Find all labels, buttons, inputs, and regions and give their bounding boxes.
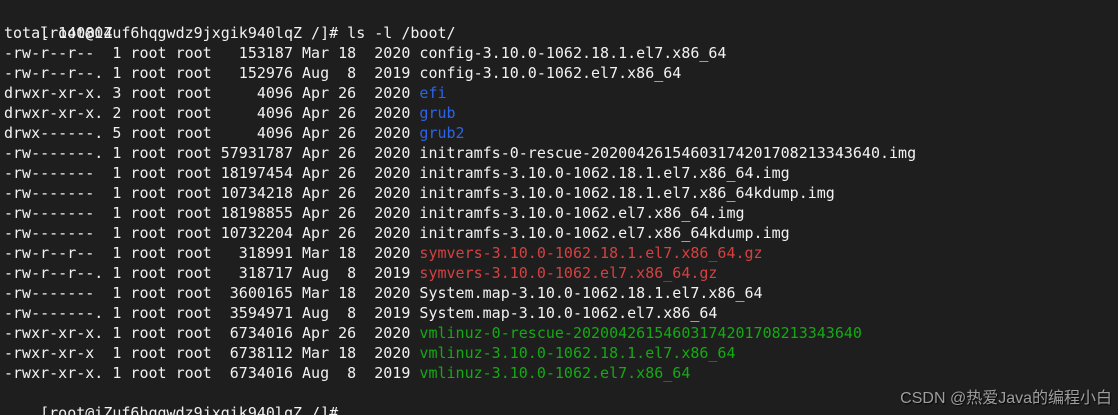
file-row: drwxr-xr-x. 2 root root 4096 Apr 26 2020… [4,103,1118,123]
file-name: symvers-3.10.0-1062.18.1.el7.x86_64.gz [419,244,763,262]
file-meta: -rwxr-xr-x. 1 root root 6734016 Aug 8 20… [4,364,420,382]
file-meta: -rw------- 1 root root 18197454 Apr 26 2… [4,164,420,182]
file-name: config-3.10.0-1062.18.1.el7.x86_64 [419,44,727,62]
file-name: vmlinuz-3.10.0-1062.el7.x86_64 [419,364,691,382]
file-meta: -rw------- 1 root root 18198855 Apr 26 2… [4,204,420,222]
shell-prompt: [root@iZuf6hqgwdz9jxgik940lqZ /]# [40,404,348,415]
total-line: total 140804 [4,24,113,42]
file-meta: -rwxr-xr-x. 1 root root 6734016 Apr 26 2… [4,324,420,342]
watermark-text: CSDN @热爱Java的编程小白 [900,390,1112,407]
file-row: -rw-r--r-- 1 root root 318991 Mar 18 202… [4,243,1118,263]
file-row: -rw-------. 1 root root 3594971 Aug 8 20… [4,303,1118,323]
file-name: grub [419,104,456,122]
shell-prompt: [root@iZuf6hqgwdz9jxgik940lqZ /]# [40,24,348,42]
file-row: -rw-r--r-- 1 root root 153187 Mar 18 202… [4,43,1118,63]
file-row: drwxr-xr-x. 3 root root 4096 Apr 26 2020… [4,83,1118,103]
file-meta: -rw-r--r--. 1 root root 318717 Aug 8 201… [4,264,420,282]
file-meta: -rw------- 1 root root 10732204 Apr 26 2… [4,224,420,242]
file-name: initramfs-3.10.0-1062.18.1.el7.x86_64kdu… [419,184,835,202]
file-meta: -rw-------. 1 root root 3594971 Aug 8 20… [4,304,420,322]
file-meta: drwxr-xr-x. 3 root root 4096 Apr 26 2020 [4,84,420,102]
file-meta: -rw-------. 1 root root 57931787 Apr 26 … [4,144,420,162]
typed-command: ls -l /boot/ [347,24,456,42]
file-name: vmlinuz-3.10.0-1062.18.1.el7.x86_64 [419,344,736,362]
file-row: -rw------- 1 root root 18198855 Apr 26 2… [4,203,1118,223]
file-row: -rw-r--r--. 1 root root 152976 Aug 8 201… [4,63,1118,83]
trailing-prompt-line: [root@iZuf6hqgwdz9jxgik940lqZ /]# [4,383,1118,415]
file-name: initramfs-0-rescue-202004261546031742017… [419,144,917,162]
file-name: vmlinuz-0-rescue-20200426154603174201708… [419,324,862,342]
file-meta: -rw------- 1 root root 3600165 Mar 18 20… [4,284,420,302]
file-name: symvers-3.10.0-1062.el7.x86_64.gz [419,264,718,282]
file-row: -rwxr-xr-x 1 root root 6738112 Mar 18 20… [4,343,1118,363]
command-line: [root@iZuf6hqgwdz9jxgik940lqZ /]# ls -l … [4,3,1118,42]
file-row: -rw-r--r--. 1 root root 318717 Aug 8 201… [4,263,1118,283]
file-name: initramfs-3.10.0-1062.el7.x86_64kdump.im… [419,224,790,242]
file-meta: drwxr-xr-x. 2 root root 4096 Apr 26 2020 [4,104,420,122]
file-row: -rwxr-xr-x. 1 root root 6734016 Apr 26 2… [4,323,1118,343]
file-name: config-3.10.0-1062.el7.x86_64 [419,64,682,82]
file-name: grub2 [419,124,465,142]
file-row: -rw------- 1 root root 10732204 Apr 26 2… [4,223,1118,243]
file-meta: -rw-r--r-- 1 root root 318991 Mar 18 202… [4,244,420,262]
file-meta: -rw-r--r--. 1 root root 152976 Aug 8 201… [4,64,420,82]
file-row: -rwxr-xr-x. 1 root root 6734016 Aug 8 20… [4,363,1118,383]
file-meta: -rw-r--r-- 1 root root 153187 Mar 18 202… [4,44,420,62]
file-name: System.map-3.10.0-1062.el7.x86_64 [419,304,718,322]
file-row: drwx------. 5 root root 4096 Apr 26 2020… [4,123,1118,143]
file-name: initramfs-3.10.0-1062.el7.x86_64.img [419,204,745,222]
file-name: System.map-3.10.0-1062.18.1.el7.x86_64 [419,284,763,302]
file-meta: drwx------. 5 root root 4096 Apr 26 2020 [4,124,420,142]
file-row: -rw------- 1 root root 18197454 Apr 26 2… [4,163,1118,183]
file-row: -rw-------. 1 root root 57931787 Apr 26 … [4,143,1118,163]
file-row: -rw------- 1 root root 10734218 Apr 26 2… [4,183,1118,203]
file-meta: -rwxr-xr-x 1 root root 6738112 Mar 18 20… [4,344,420,362]
file-row: -rw------- 1 root root 3600165 Mar 18 20… [4,283,1118,303]
file-list: -rw-r--r-- 1 root root 153187 Mar 18 202… [4,43,1118,383]
file-meta: -rw------- 1 root root 10734218 Apr 26 2… [4,184,420,202]
file-name: efi [419,84,447,102]
file-name: initramfs-3.10.0-1062.18.1.el7.x86_64.im… [419,164,790,182]
